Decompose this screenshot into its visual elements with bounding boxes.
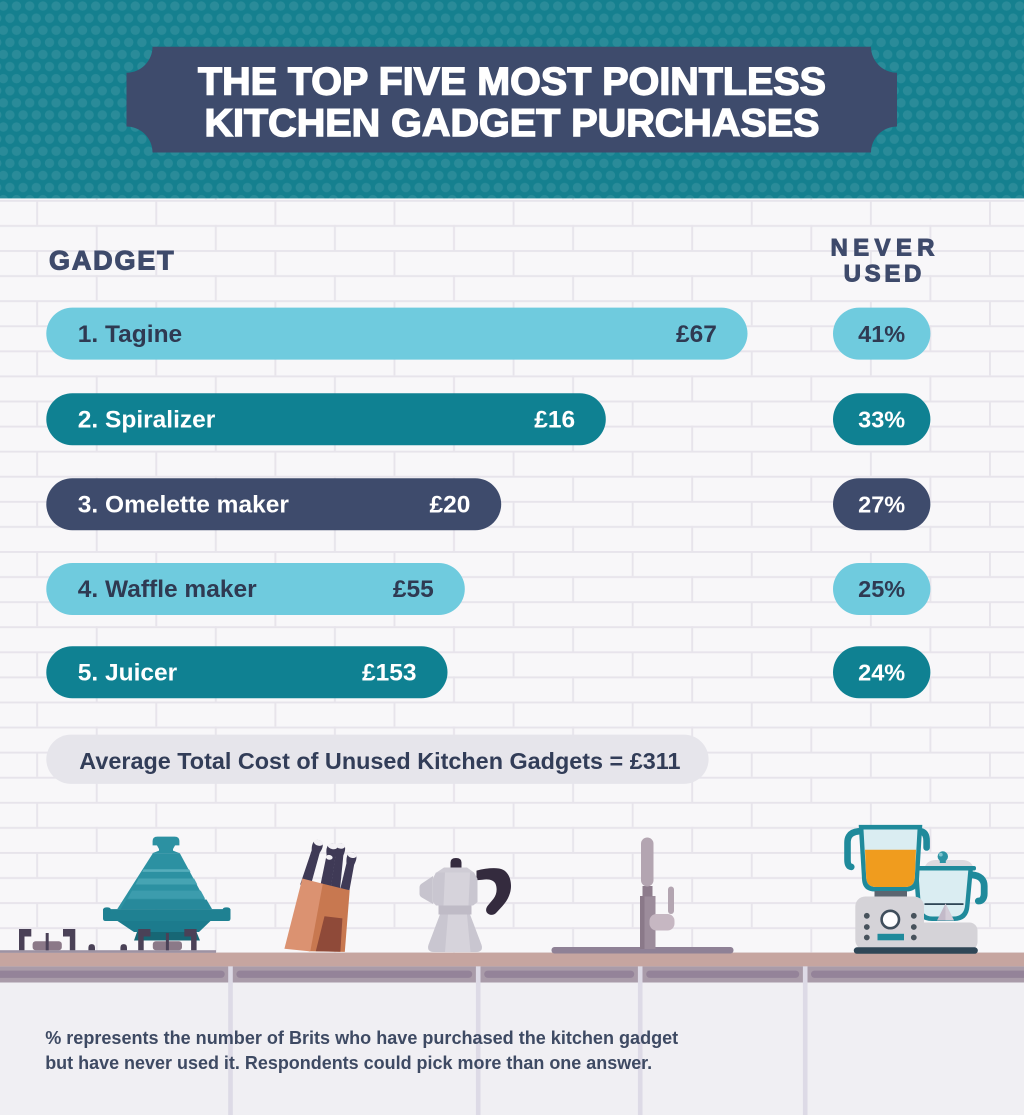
svg-text:NEVER: NEVER	[831, 235, 935, 262]
svg-text:33%: 33%	[858, 406, 905, 432]
svg-text:24%: 24%	[858, 659, 905, 685]
svg-text:GADGET: GADGET	[49, 246, 174, 276]
svg-text:5. Juicer: 5. Juicer	[78, 659, 178, 686]
svg-text:2. Spiralizer: 2. Spiralizer	[78, 406, 216, 433]
svg-text:Average Total Cost of Unused K: Average Total Cost of Unused Kitchen Gad…	[79, 748, 680, 774]
svg-text:but have never used it. Respon: but have never used it. Respondents coul…	[45, 1052, 652, 1073]
svg-text:£20: £20	[430, 491, 471, 518]
svg-text:KITCHEN GADGET PURCHASES: KITCHEN GADGET PURCHASES	[205, 102, 820, 145]
svg-text:£153: £153	[362, 659, 417, 686]
svg-text:3. Omelette maker: 3. Omelette maker	[78, 491, 290, 518]
svg-text:£16: £16	[534, 406, 575, 433]
svg-text:27%: 27%	[858, 491, 905, 517]
svg-text:41%: 41%	[858, 321, 905, 347]
svg-text:£55: £55	[393, 576, 434, 603]
svg-text:£67: £67	[676, 321, 717, 348]
svg-text:THE TOP FIVE MOST POINTLESS: THE TOP FIVE MOST POINTLESS	[198, 60, 826, 103]
svg-text:4. Waffle maker: 4. Waffle maker	[78, 576, 257, 603]
svg-text:25%: 25%	[858, 576, 905, 602]
svg-text:1. Tagine: 1. Tagine	[78, 321, 182, 348]
svg-text:% represents the number of Bri: % represents the number of Brits who hav…	[45, 1027, 678, 1048]
